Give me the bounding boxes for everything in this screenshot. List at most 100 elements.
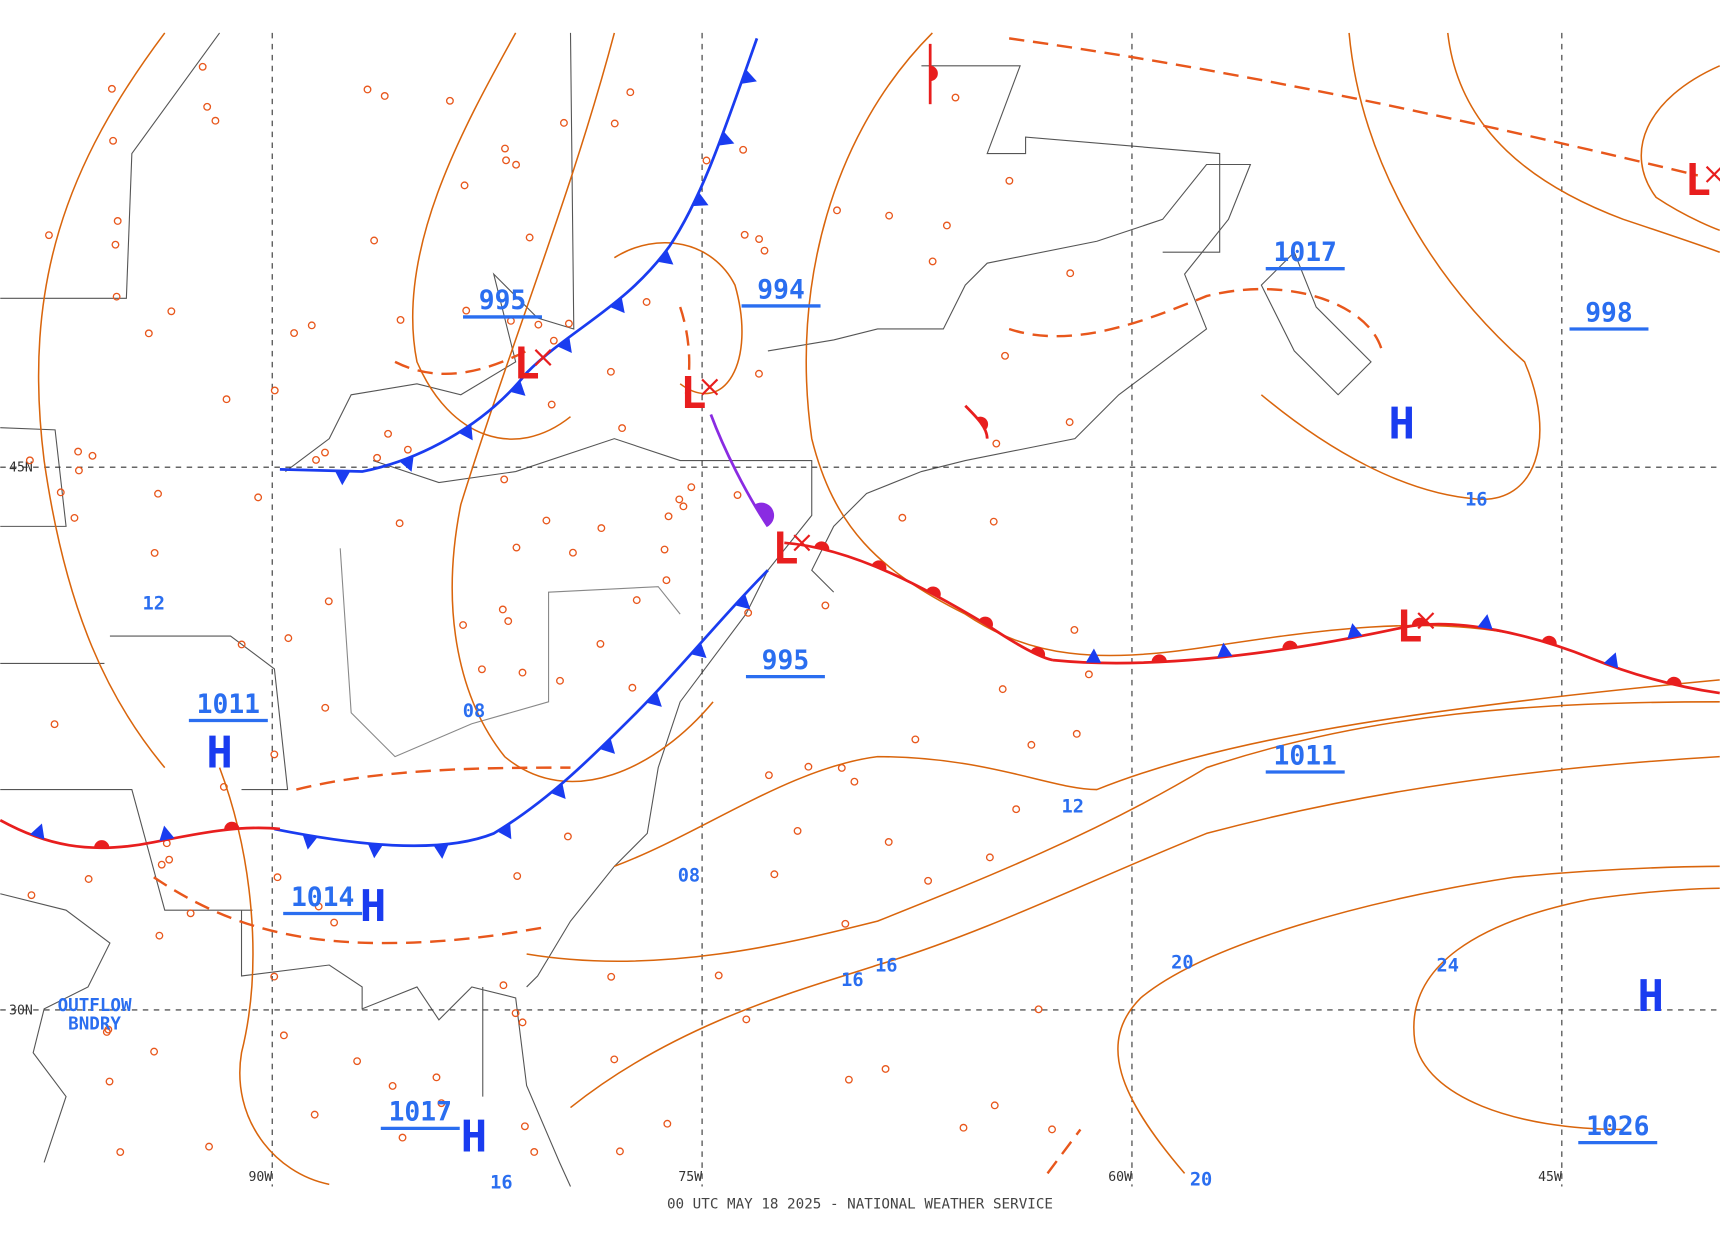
station (615, 1147, 624, 1156)
front-pip (224, 821, 240, 831)
front-line (279, 37, 759, 473)
station (985, 853, 994, 862)
station (395, 519, 404, 528)
front-pip (926, 586, 941, 598)
front-pip (734, 593, 751, 610)
station (70, 513, 79, 522)
front-line (0, 819, 281, 850)
station (501, 144, 509, 153)
front-pip (550, 783, 566, 799)
isobar-label: 12 (1062, 797, 1084, 818)
station (498, 605, 507, 614)
front-pip (29, 823, 45, 840)
station (607, 972, 616, 981)
station (445, 96, 454, 105)
front-line (1052, 622, 1720, 695)
isobar-label: 24 (1437, 956, 1459, 977)
station (559, 118, 568, 127)
high-center: H (1389, 399, 1415, 450)
station (596, 639, 605, 648)
station (744, 608, 753, 617)
station (660, 545, 669, 554)
station (740, 230, 749, 239)
troughs (153, 37, 1699, 1175)
pressure-label: 994 (757, 275, 805, 305)
station (547, 400, 556, 409)
station (165, 855, 174, 864)
front-pip (646, 691, 662, 707)
station (27, 891, 36, 900)
low-cross (534, 349, 552, 366)
front-pip (367, 843, 384, 859)
station (714, 971, 723, 980)
high-center: H (360, 881, 386, 932)
station (663, 1119, 672, 1128)
station (155, 931, 164, 940)
station (312, 455, 320, 464)
front-pip (1151, 654, 1167, 663)
station (462, 306, 471, 315)
station (330, 918, 339, 927)
front-pip (1085, 648, 1102, 663)
front-pip (690, 642, 707, 658)
front-pip (1477, 614, 1493, 630)
station (998, 685, 1007, 694)
station (270, 750, 279, 759)
front-pip (509, 380, 526, 396)
pressure-label: 1017 (1274, 238, 1337, 268)
station (755, 369, 763, 378)
station (597, 524, 606, 533)
station (502, 156, 510, 165)
station (74, 447, 83, 456)
station (675, 495, 684, 504)
station (1048, 1125, 1056, 1134)
station (314, 902, 323, 911)
station (157, 860, 166, 869)
station (290, 329, 299, 338)
pressure-label: 995 (479, 286, 527, 316)
pressure-label: 998 (1585, 298, 1633, 328)
station (307, 321, 316, 330)
station (237, 640, 246, 649)
station (222, 395, 231, 404)
station (610, 119, 619, 128)
station (770, 870, 779, 879)
front-pip (976, 416, 989, 431)
station (109, 136, 118, 145)
pressure-label: 995 (762, 646, 810, 676)
station (632, 596, 641, 605)
pressure-label: 1011 (197, 690, 260, 720)
station (459, 621, 468, 629)
occluded-front (709, 414, 770, 528)
front-pip (754, 502, 775, 527)
station (556, 676, 564, 685)
pressure-label: 1014 (291, 883, 354, 913)
lon-label: 60W (1108, 1170, 1132, 1185)
station (144, 329, 153, 338)
front-pip (871, 560, 887, 571)
station (279, 1031, 288, 1040)
front-pip (1666, 676, 1682, 687)
station (511, 1009, 520, 1018)
station (373, 453, 382, 462)
low-cross (793, 534, 811, 552)
station (568, 548, 577, 557)
station (1084, 670, 1093, 679)
station (628, 683, 637, 692)
front-pip (159, 825, 175, 842)
station (25, 456, 34, 465)
station (833, 206, 841, 215)
front-pip (334, 470, 351, 486)
station (324, 597, 333, 606)
station (642, 298, 651, 306)
front-pip (740, 69, 757, 84)
station (1070, 625, 1079, 634)
station (499, 981, 508, 990)
station (398, 1133, 407, 1142)
station (911, 735, 920, 744)
high-center: H (1637, 971, 1663, 1022)
station (626, 88, 635, 97)
outflow-boundary-label: OUTFLOW BNDRY (58, 996, 132, 1035)
